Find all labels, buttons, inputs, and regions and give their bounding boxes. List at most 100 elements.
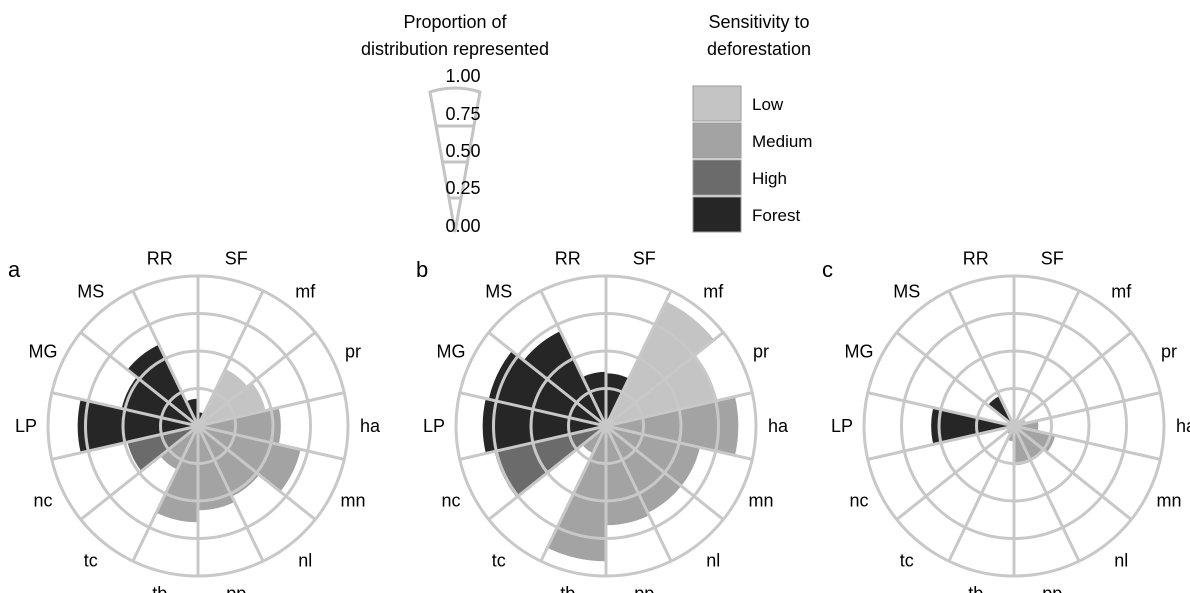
category-label-mn: mn — [1156, 491, 1181, 511]
category-label-mf: mf — [1111, 282, 1132, 302]
category-label-tb: tb — [152, 584, 167, 593]
category-labels: SF mf pr ha mn nl pp tb tc nc LP MG MS RR — [831, 248, 1190, 593]
polar-grid — [862, 274, 1166, 578]
sensitivity-legend-title-line-1: Sensitivity to — [708, 12, 809, 32]
proportion-legend-tick: 0.00 — [445, 216, 480, 236]
grid-spoke — [605, 331, 725, 428]
legend-label-forest: Forest — [752, 206, 800, 225]
category-label-tb: tb — [968, 584, 983, 593]
legend-swatch-high — [692, 159, 742, 196]
legend-label-low: Low — [752, 95, 784, 114]
grid-spoke — [1013, 424, 1133, 521]
grid-spoke — [79, 424, 199, 521]
category-label-LP: LP — [831, 416, 853, 436]
category-label-nl: nl — [706, 550, 720, 570]
grid-spoke — [196, 425, 265, 562]
grid-spoke — [1013, 424, 1161, 461]
category-label-tc: tc — [900, 550, 914, 570]
grid-spoke — [604, 425, 673, 562]
polar-grid — [454, 274, 758, 578]
category-label-MS: MS — [893, 282, 920, 302]
proportion-legend-tick: 1.00 — [445, 66, 480, 86]
legend-swatch-medium — [692, 122, 742, 159]
category-label-SF: SF — [1041, 248, 1064, 268]
category-label-LP: LP — [15, 416, 37, 436]
grid-spoke — [947, 290, 1016, 427]
legend-swatch-low — [692, 85, 742, 122]
grid-spoke — [51, 424, 199, 461]
legend-label-medium: Medium — [752, 132, 812, 151]
category-labels: SF mf pr ha mn nl pp tb tc nc LP MG MS RR — [15, 248, 381, 593]
category-labels: SF mf pr ha mn nl pp tb tc nc LP MG MS RR — [423, 248, 789, 593]
category-label-tb: tb — [560, 584, 575, 593]
grid-spoke — [605, 424, 725, 521]
grid-spoke — [459, 424, 607, 461]
grid-spoke — [539, 290, 608, 427]
sensitivity-legend-title-line-2: deforestation — [707, 39, 811, 59]
proportion-legend-tick: 0.75 — [445, 104, 480, 124]
category-label-ha: ha — [360, 416, 381, 436]
grid-spoke — [197, 424, 345, 461]
category-label-mf: mf — [703, 282, 724, 302]
category-label-MG: MG — [437, 341, 466, 361]
grid-spoke — [459, 391, 607, 428]
category-label-pp: pp — [1042, 584, 1062, 593]
category-label-mn: mn — [340, 491, 365, 511]
category-label-ha: ha — [1176, 416, 1190, 436]
category-label-nc: nc — [34, 491, 53, 511]
grid-spoke — [51, 391, 199, 428]
grid-spoke — [487, 331, 607, 428]
category-label-pp: pp — [634, 584, 654, 593]
panel-label-b: b — [416, 257, 428, 282]
grid-spoke — [131, 425, 200, 562]
sensitivity-legend: Sensitivity to deforestation Low Medium Hi… — [692, 12, 812, 233]
grid-spoke — [1012, 425, 1081, 562]
category-label-pr: pr — [345, 341, 361, 361]
grid-spoke — [895, 331, 1015, 428]
category-label-tc: tc — [84, 550, 98, 570]
proportion-legend-tick: 0.50 — [445, 141, 480, 161]
proportion-legend-tick: 0.25 — [445, 178, 480, 198]
category-label-nc: nc — [442, 491, 461, 511]
grid-spoke — [947, 425, 1016, 562]
category-label-RR: RR — [147, 248, 173, 268]
category-label-SF: SF — [225, 248, 248, 268]
category-label-mf: mf — [295, 282, 316, 302]
category-label-pp: pp — [226, 584, 246, 593]
grid-spoke — [197, 331, 317, 428]
category-label-RR: RR — [963, 248, 989, 268]
proportion-legend-title-line-1: Proportion of — [403, 12, 507, 32]
grid-spoke — [605, 391, 753, 428]
panel-label-a: a — [8, 257, 21, 282]
category-label-MG: MG — [29, 341, 58, 361]
category-label-pr: pr — [1161, 341, 1177, 361]
category-label-MG: MG — [845, 341, 874, 361]
grid-spoke — [605, 424, 753, 461]
radial-chart-a: SF mf pr ha mn nl pp tb tc nc LP MG MS RR a — [8, 248, 381, 593]
category-label-mn: mn — [748, 491, 773, 511]
proportion-legend-wedge — [428, 86, 482, 233]
grid-spoke — [1013, 391, 1161, 428]
panel-label-c: c — [822, 257, 833, 282]
category-label-nl: nl — [1114, 550, 1128, 570]
category-label-nc: nc — [850, 491, 869, 511]
category-label-MS: MS — [77, 282, 104, 302]
grid-spoke — [1012, 290, 1081, 427]
category-label-LP: LP — [423, 416, 445, 436]
grid-spoke — [197, 391, 345, 428]
grid-spoke — [131, 290, 200, 427]
grid-spoke — [895, 424, 1015, 521]
category-label-pr: pr — [753, 341, 769, 361]
category-label-MS: MS — [485, 282, 512, 302]
proportion-legend: Proportion of distribution represented 1… — [361, 12, 549, 236]
grid-spoke — [487, 424, 607, 521]
grid-spoke — [197, 424, 317, 521]
category-label-tc: tc — [492, 550, 506, 570]
proportion-legend-title-line-2: distribution represented — [361, 39, 549, 59]
grid-spoke — [867, 424, 1015, 461]
grid-spoke — [539, 425, 608, 562]
radial-chart-c: SF mf pr ha mn nl pp tb tc nc LP MG MS RR c — [822, 248, 1190, 593]
grid-spoke — [1013, 331, 1133, 428]
legend-label-high: High — [752, 169, 787, 188]
category-label-ha: ha — [768, 416, 789, 436]
